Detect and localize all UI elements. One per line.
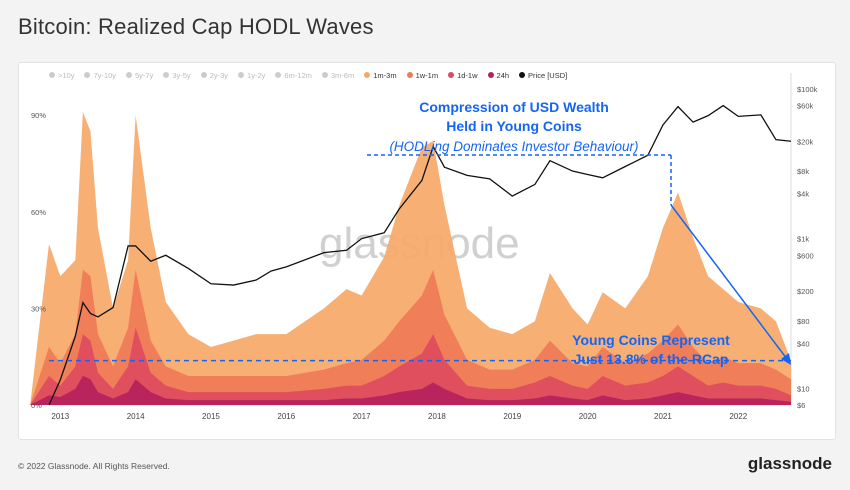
legend-item-2[interactable]: 5y-7y [126,68,153,82]
legend-label: 7y-10y [93,70,116,80]
legend-label: >10y [58,70,75,80]
y-left-tick: 60% [31,208,46,217]
legend-item-6[interactable]: 6m-12m [275,68,312,82]
y-right-tick: $4k [797,190,809,199]
legend-swatch [364,72,371,78]
y-left-tick: 30% [31,304,46,313]
legend-label: 24h [496,70,510,80]
legend-item-0[interactable]: >10y [49,68,74,82]
legend-item-5[interactable]: 1y-2y [238,68,265,82]
legend-swatch [487,72,494,78]
y-right-tick: $10 [797,384,810,393]
y-left-tick: 0% [31,401,42,410]
legend-item-12[interactable]: Price [USD] [519,68,567,82]
y-right-tick: $80 [797,317,810,326]
annotation-top-line-3: (HODLing Dominates Investor Behaviour) [389,139,638,154]
y-right-tick: $60k [797,102,814,111]
legend-swatch [321,72,328,78]
chart-legend: >10y 7y-10y 5y-7y 3y-5y 2y-3y 1y-2y 6m-12m 3m-6… [49,68,567,82]
x-tick-2015: 2015 [202,412,220,421]
page-title: Bitcoin: Realized Cap HODL Waves [18,14,374,39]
x-tick-2014: 2014 [127,412,145,421]
chart-panel: >10y 7y-10y 5y-7y 3y-5y 2y-3y 1y-2y 6m-12m 3m-6… [18,62,836,440]
area-1d-1w [30,327,791,405]
x-tick-2017: 2017 [353,412,371,421]
legend-swatch [126,72,132,78]
x-tick-2019: 2019 [503,412,521,421]
x-tick-2013: 2013 [51,412,69,421]
y-right-tick: $6 [797,401,805,410]
legend-item-9[interactable]: 1w-1m [406,68,439,82]
legend-swatch [448,72,455,78]
annotation-arrow-line [670,204,788,360]
legend-swatch [275,72,282,78]
y-right-tick: $40 [797,339,810,348]
legend-swatch [163,72,170,78]
legend-label: 1d-1w [457,70,478,80]
area-1m-3m [30,111,791,406]
y-right-tick: $8k [797,167,809,176]
x-tick-2022: 2022 [729,412,747,421]
annotation-bottom-line-2: Just 13.8% of the RCap [574,351,729,367]
legend-label: Price [USD] [528,70,568,80]
legend-item-11[interactable]: 24h [487,68,510,82]
legend-swatch [519,72,526,78]
legend-label: 5y-7y [135,70,154,80]
x-tick-2016: 2016 [277,412,295,421]
x-tick-2021: 2021 [654,412,672,421]
glassnode-logo[interactable]: glassnode [747,454,832,473]
legend-swatch [84,72,91,78]
y-right-tick: $1k [797,235,809,244]
legend-label: 1w-1m [415,70,439,80]
legend-label: 1y-2y [247,70,266,80]
legend-swatch [200,72,207,78]
annotation-bottom-line-1: Young Coins Represent [572,332,730,348]
legend-label: 2y-3y [209,70,229,80]
x-tick-2020: 2020 [579,412,597,421]
y-right-tick: $100k [797,85,818,94]
y-right-tick: $20k [797,137,814,146]
legend-item-10[interactable]: 1d-1w [448,68,478,82]
price-line [48,104,792,406]
area-1w-1m [30,269,791,405]
legend-label: 3m-6m [330,70,355,80]
annotation-top-line-2: Held in Young Coins [446,118,582,134]
y-right-tick: $200 [797,287,814,296]
legend-swatch [238,72,245,78]
legend-label: 6m-12m [284,70,312,80]
legend-item-8[interactable]: 1m-3m [364,68,397,82]
legend-label: 3y-5y [172,70,191,80]
legend-item-1[interactable]: 7y-10y [84,68,116,82]
annotation-top-line-1: Compression of USD Wealth [419,99,609,115]
x-tick-2018: 2018 [428,412,446,421]
area-24h [30,376,791,405]
legend-item-4[interactable]: 2y-3y [200,68,229,82]
annotation-arrow-head [781,353,791,365]
legend-label: 1m-3m [373,70,397,80]
legend-item-7[interactable]: 3m-6m [321,68,355,82]
y-right-tick: $600 [797,251,814,260]
legend-swatch [406,72,413,78]
legend-item-3[interactable]: 3y-5y [163,68,191,82]
y-left-tick: 90% [31,111,46,120]
copyright-text: © 2022 Glassnode. All Rights Reserved. [18,461,170,471]
legend-swatch [49,72,55,78]
